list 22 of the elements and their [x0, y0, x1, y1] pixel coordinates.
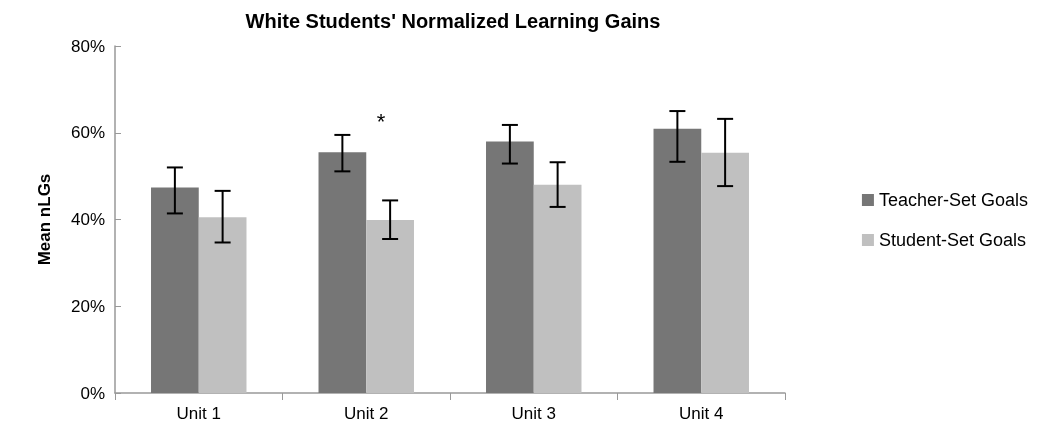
bar [486, 141, 534, 393]
annotation: * [376, 108, 386, 134]
chart-title: White Students' Normalized Learning Gains [245, 10, 661, 32]
x-tick-label: Unit 2 [344, 404, 389, 423]
bar [701, 152, 749, 393]
bar [318, 152, 367, 393]
bar [198, 217, 247, 393]
y-tick-label: 40% [70, 210, 105, 229]
y-tick-label: 0% [80, 383, 105, 403]
x-tick-label: Unit 3 [511, 404, 556, 423]
legend-label: Teacher-Set Goals [878, 190, 1029, 210]
bar [151, 187, 199, 393]
y-tick-label: 60% [70, 123, 105, 143]
x-tick-label: Unit 1 [176, 404, 221, 423]
legend-label: Student-Set Goals [878, 230, 1027, 250]
bar [533, 184, 582, 393]
y-tick-label: 20% [70, 296, 105, 316]
bar [366, 219, 414, 393]
bar [653, 128, 702, 393]
y-axis-title: Mean nLGs [35, 173, 54, 266]
x-tick-label: Unit 4 [679, 404, 724, 423]
y-tick-label: 80% [70, 36, 105, 56]
